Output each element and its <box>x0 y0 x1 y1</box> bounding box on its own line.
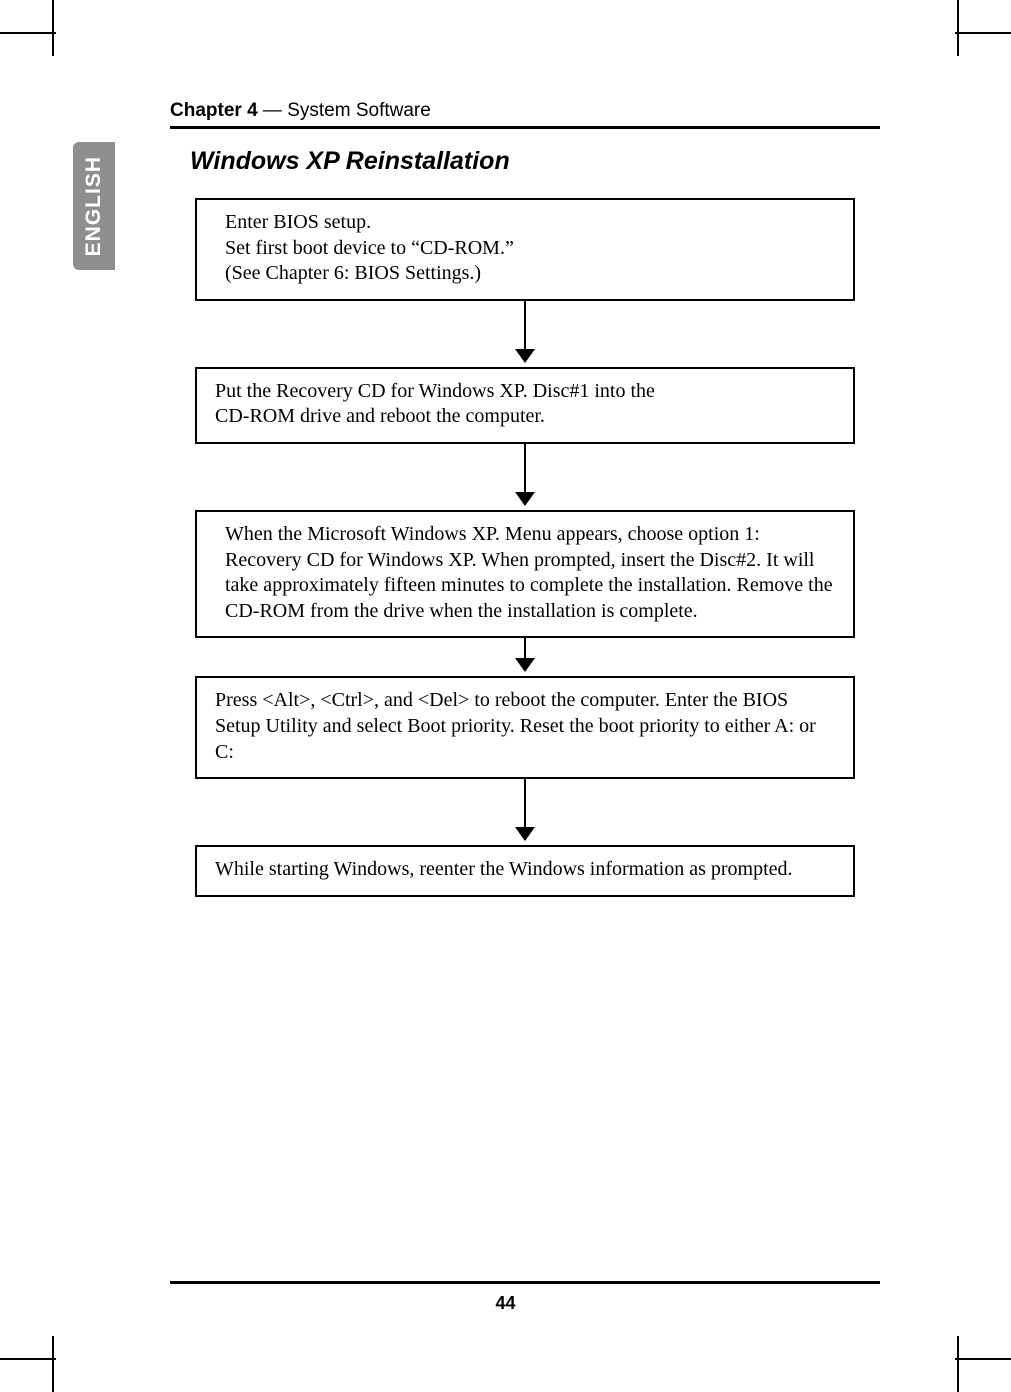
crop-mark <box>0 1358 56 1360</box>
flow-connector <box>524 779 526 797</box>
language-sidebar-tab: ENGLISH <box>73 142 115 270</box>
flow-step-1: Enter BIOS setup. Set first boot device … <box>195 198 855 301</box>
flow-text: Set first boot device to “CD-ROM.” <box>225 236 835 262</box>
arrow-down-icon <box>515 658 535 672</box>
flow-text: When the Microsoft Windows XP. Menu appe… <box>225 522 835 624</box>
crop-mark <box>52 0 54 56</box>
chapter-title: System Software <box>287 100 431 121</box>
footer-rule <box>170 1281 880 1284</box>
section-title: Windows XP Reinstallation <box>190 147 880 176</box>
crop-mark <box>957 0 959 56</box>
flow-text: Put the Recovery CD for Windows XP. Disc… <box>215 379 835 405</box>
chapter-label: Chapter 4 <box>170 100 258 121</box>
flow-arrow-shaft <box>524 797 526 829</box>
arrow-down-icon <box>515 492 535 506</box>
flow-connector <box>524 301 526 319</box>
flow-text: (See Chapter 6: BIOS Settings.) <box>225 261 835 287</box>
flow-text: CD-ROM drive and reboot the computer. <box>215 404 835 430</box>
content-area: Chapter 4 — System Software Windows XP R… <box>170 100 880 897</box>
flow-text: Press <Alt>, <Ctrl>, and <Del> to reboot… <box>215 688 835 765</box>
language-label: ENGLISH <box>82 156 106 256</box>
flow-arrow-shaft <box>524 462 526 494</box>
crop-mark <box>957 1336 959 1392</box>
flow-arrow-shaft <box>524 319 526 351</box>
page: ENGLISH Chapter 4 — System Software Wind… <box>0 0 1011 1392</box>
arrow-down-icon <box>515 349 535 363</box>
flow-connector <box>524 444 526 462</box>
running-header: Chapter 4 — System Software <box>170 100 880 122</box>
crop-mark <box>0 32 56 34</box>
crop-mark <box>955 32 1011 34</box>
header-dash: — <box>258 100 288 121</box>
flow-step-2: Put the Recovery CD for Windows XP. Disc… <box>195 367 855 444</box>
header-rule <box>170 126 880 129</box>
flow-step-4: Press <Alt>, <Ctrl>, and <Del> to reboot… <box>195 676 855 779</box>
flow-step-3: When the Microsoft Windows XP. Menu appe… <box>195 510 855 638</box>
flowchart: Enter BIOS setup. Set first boot device … <box>180 198 870 897</box>
page-number: 44 <box>0 1293 1011 1314</box>
arrow-down-icon <box>515 827 535 841</box>
flow-text: While starting Windows, reenter the Wind… <box>215 857 835 883</box>
crop-mark <box>52 1336 54 1392</box>
flow-arrow-shaft <box>524 638 526 660</box>
flow-text: Enter BIOS setup. <box>225 210 835 236</box>
flow-step-5: While starting Windows, reenter the Wind… <box>195 845 855 897</box>
crop-mark <box>955 1358 1011 1360</box>
